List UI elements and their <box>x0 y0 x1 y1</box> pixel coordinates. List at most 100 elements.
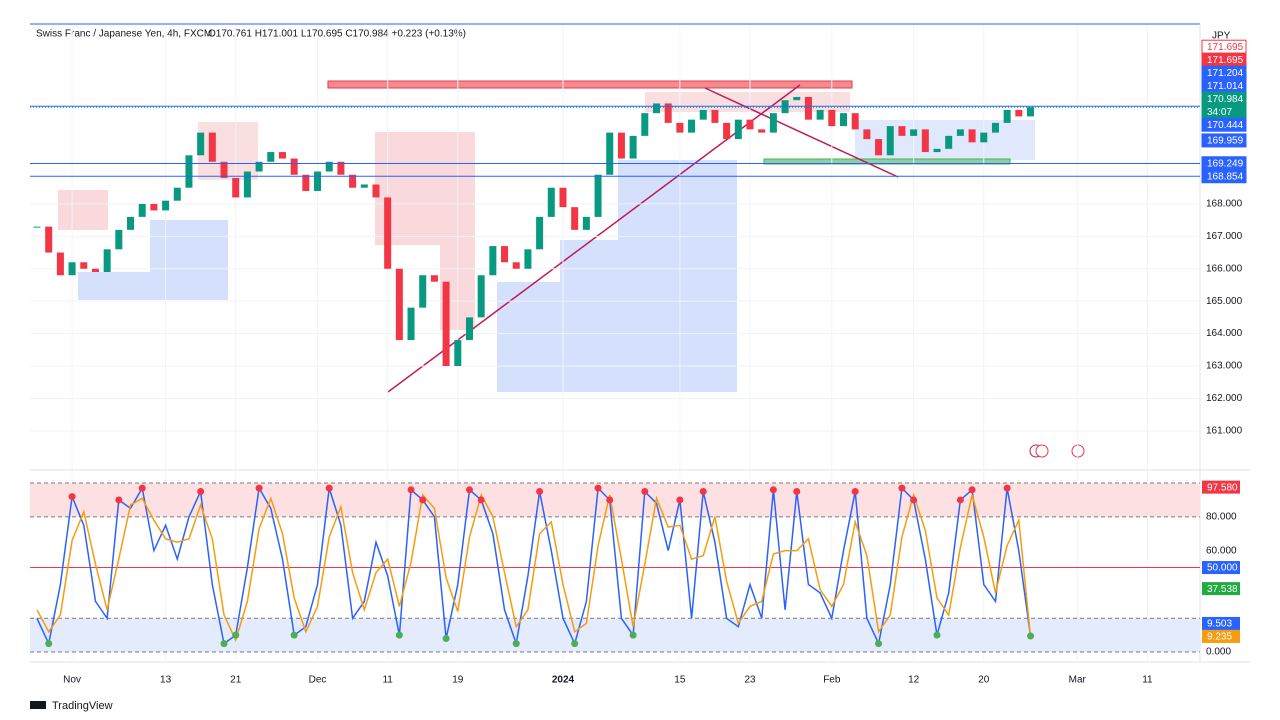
y-tick-label: 161.000 <box>1206 425 1243 436</box>
candle <box>641 113 649 136</box>
level-zone <box>30 618 1200 653</box>
candle <box>559 187 567 208</box>
candle <box>454 340 462 366</box>
signal-dot <box>606 496 614 504</box>
candle <box>80 262 88 269</box>
candle <box>325 161 333 172</box>
x-tick-label: 12 <box>908 675 920 686</box>
candle <box>676 122 684 133</box>
channel-area <box>198 122 258 180</box>
candle <box>688 119 696 133</box>
y-tick-label: 163.000 <box>1206 361 1243 372</box>
value-badge-label: 50.000 <box>1207 563 1238 574</box>
candle <box>664 103 672 123</box>
candle <box>243 171 251 198</box>
candle <box>430 275 438 282</box>
candle <box>629 135 637 159</box>
candle <box>489 246 497 276</box>
candle <box>793 96 801 101</box>
candle <box>360 184 368 188</box>
signal-dot <box>793 487 801 495</box>
signal-dot <box>45 640 53 648</box>
candle <box>769 113 777 133</box>
price-badge-label: 171.014 <box>1207 81 1244 92</box>
candle <box>571 207 579 230</box>
alert-icon[interactable] <box>1035 444 1049 458</box>
y-tick-label: 165.000 <box>1206 296 1243 307</box>
x-tick-label: Mar <box>1069 675 1087 686</box>
signal-dot <box>676 496 684 504</box>
signal-dot <box>933 631 941 639</box>
price-badge-label: 171.204 <box>1207 68 1244 79</box>
signal-dot <box>875 640 883 648</box>
channel-area <box>375 132 475 330</box>
candle <box>465 317 473 341</box>
candle <box>349 174 357 188</box>
x-tick-label: 21 <box>230 675 242 686</box>
candle <box>197 132 205 156</box>
value-badge <box>1202 480 1240 494</box>
countdown: 34:07 <box>1207 107 1232 118</box>
value-badge-label: 9.503 <box>1207 619 1232 630</box>
price-badge-label: 169.959 <box>1207 136 1244 147</box>
signal-dot <box>968 486 976 494</box>
signal-dot <box>512 640 520 648</box>
candle <box>921 129 929 153</box>
candle <box>33 226 41 228</box>
signal-dot <box>290 631 298 639</box>
price-badge-label: 168.854 <box>1207 171 1244 182</box>
signal-dot <box>910 496 918 504</box>
price-badge <box>1201 117 1247 132</box>
y-tick-label: 80.000 <box>1206 511 1237 522</box>
signal-dot <box>1003 484 1011 492</box>
candle <box>56 252 64 276</box>
candle <box>255 161 263 172</box>
candle <box>220 161 228 178</box>
candle <box>945 135 953 149</box>
channel-area <box>645 92 850 112</box>
value-badge <box>1202 616 1240 630</box>
brand-name: TradingView <box>52 700 113 712</box>
candle <box>606 132 614 175</box>
y-tick-label: 166.000 <box>1206 263 1243 274</box>
candle <box>863 129 871 140</box>
signal-dot <box>536 487 544 495</box>
signal-dot <box>571 640 579 648</box>
candle <box>886 126 894 156</box>
x-tick-label: 15 <box>674 675 686 686</box>
candle <box>711 109 719 123</box>
x-tick-label: 11 <box>1142 675 1153 686</box>
candle <box>933 148 941 153</box>
candle <box>1003 109 1011 123</box>
candle <box>734 119 742 140</box>
x-tick-label: 19 <box>452 675 464 686</box>
signal-dot <box>465 486 473 494</box>
y-tick-label: 60.000 <box>1206 545 1237 556</box>
x-tick-label: 23 <box>744 675 756 686</box>
support-zone <box>763 158 1011 165</box>
candle <box>594 174 602 217</box>
currency-label: JPY <box>1212 31 1231 42</box>
y-tick-label: 167.000 <box>1206 231 1243 242</box>
candle <box>828 109 836 127</box>
candle <box>1015 109 1023 117</box>
candle <box>875 139 883 156</box>
ohlc-readout: O170.761 H171.001 L170.695 C170.984 +0.2… <box>208 29 466 40</box>
signal-dot <box>138 484 146 492</box>
candle <box>278 152 286 159</box>
signal-dot <box>699 487 707 495</box>
candle <box>898 126 906 136</box>
candle <box>290 158 298 175</box>
price-badge <box>1201 169 1247 184</box>
price-badge <box>1201 91 1247 119</box>
price-badge-label: 170.984 <box>1207 94 1244 105</box>
candle <box>314 171 322 191</box>
candle <box>232 177 240 198</box>
candle <box>407 307 415 341</box>
alert-icon[interactable] <box>1071 444 1085 458</box>
x-tick-label: 20 <box>978 675 990 686</box>
x-tick-label: Nov <box>63 675 81 686</box>
candle <box>652 103 660 114</box>
x-tick-label: Dec <box>309 675 327 686</box>
